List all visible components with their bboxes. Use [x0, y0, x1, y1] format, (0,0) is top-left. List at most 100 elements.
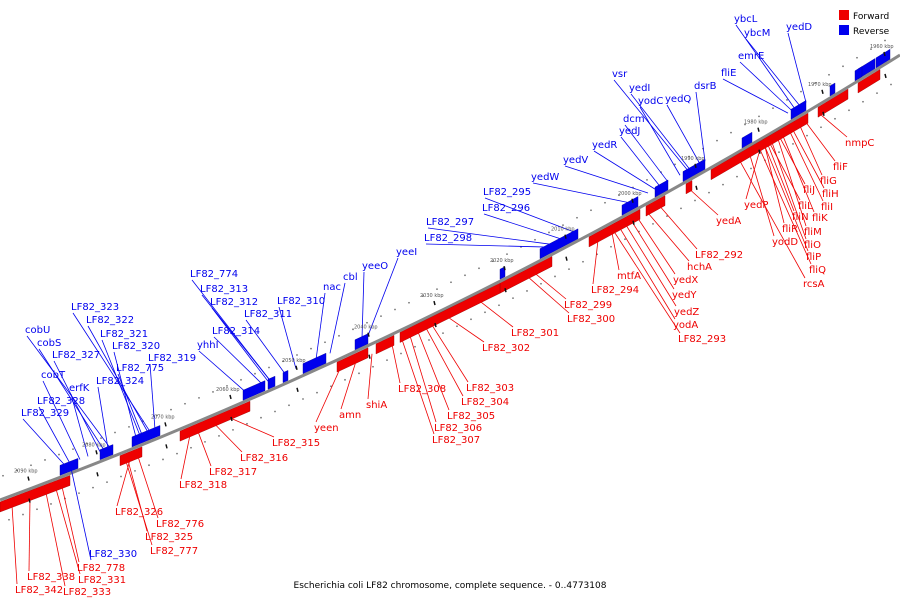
- gene-label: LF82_323: [71, 302, 119, 313]
- gene-label: vsr: [612, 69, 628, 80]
- gene-label: LF82_296: [482, 203, 530, 214]
- reverse-gene-block: [790, 100, 807, 120]
- gene-label: yedJ: [619, 126, 640, 137]
- gene-label: LF82_311: [244, 309, 292, 320]
- gene-label: yedA: [716, 216, 741, 227]
- legend: Forward Reverse: [839, 10, 890, 37]
- gene-label: LF82_776: [156, 519, 204, 530]
- gene-label: LF82_308: [398, 384, 446, 395]
- gene-label: yedZ: [674, 307, 699, 318]
- reverse-gene-block: [741, 131, 753, 149]
- gene-label: ybcM: [744, 28, 770, 39]
- gene-label: yedD: [786, 22, 812, 33]
- forward-gene-block: [119, 446, 143, 467]
- reverse-gene-block: [499, 266, 506, 280]
- gene-label: nmpC: [845, 138, 874, 149]
- gene-label: fliH: [822, 189, 839, 200]
- reverse-gene-block: [654, 179, 669, 198]
- gene-label: LF82_310: [277, 296, 325, 307]
- gene-label: cobT: [41, 370, 66, 381]
- gene-label: LF82_303: [466, 383, 514, 394]
- reverse-gene-block: [282, 370, 289, 383]
- gene-label: LF82_317: [209, 467, 257, 478]
- gene-label: yedV: [563, 155, 588, 166]
- reverse-gene-block: [131, 425, 161, 448]
- reverse-gene-block: [302, 352, 327, 374]
- gene-label: yeeI: [396, 247, 417, 258]
- gene-label: yedP: [744, 200, 768, 211]
- gene-label: LF82_777: [150, 546, 198, 557]
- gene-label: LF82_333: [63, 587, 111, 598]
- gene-label: LF82_301: [511, 328, 559, 339]
- gene-label: yodC: [638, 96, 663, 107]
- reverse-gene-block: [682, 158, 706, 182]
- gene-label: LF82_304: [461, 397, 509, 408]
- gene-label: yodA: [673, 320, 698, 331]
- gene-label: LF82_774: [190, 269, 238, 280]
- tick-label: 2090 kbp: [14, 469, 38, 475]
- reverse-gene-block: [242, 380, 266, 401]
- legend-forward-label: Forward: [853, 12, 889, 22]
- gene-label: LF82_329: [21, 408, 69, 419]
- gene-label: LF82_312: [210, 297, 258, 308]
- gene-label: mtfA: [617, 271, 641, 282]
- tick-label: 1960 kbp: [870, 44, 894, 50]
- forward-gene-block: [179, 400, 251, 442]
- gene-label: cobS: [37, 338, 61, 349]
- gene-label: yhhI: [197, 340, 219, 351]
- reverse-gene-block: [354, 333, 369, 351]
- forward-gene-block: [710, 112, 809, 181]
- gene-label: fliO: [804, 240, 821, 251]
- forward-gene-block: [399, 282, 501, 343]
- gene-label: LF82_314: [212, 326, 260, 337]
- tick-labels: 1960 kbp 1970 kbp 1980 kbp 1990 kbp 2000 kbp…: [14, 44, 894, 503]
- gene-label: LF82_318: [179, 480, 227, 491]
- forward-gene-block: [0, 475, 71, 513]
- gene-label: dsrB: [694, 81, 717, 92]
- gene-label: LF82_320: [112, 341, 160, 352]
- gene-label: fliR: [782, 224, 798, 235]
- gene-label: fliI: [821, 202, 833, 213]
- legend-reverse-label: Reverse: [853, 27, 890, 37]
- tick-label: 1990 kbp: [681, 156, 705, 162]
- gene-label: hchA: [687, 262, 712, 273]
- gene-label: LF82_299: [564, 300, 612, 311]
- gene-label: LF82_322: [86, 315, 134, 326]
- tick-label: 2000 kbp: [618, 191, 642, 197]
- gene-label: emrE: [738, 51, 764, 62]
- gene-label: LF82_305: [447, 411, 495, 422]
- gene-label: erfK: [69, 383, 90, 394]
- gene-label: LF82_295: [483, 187, 531, 198]
- forward-gene-block: [817, 88, 849, 118]
- gene-features: [0, 48, 891, 513]
- gene-label: fliL: [798, 201, 813, 212]
- gene-label: LF82_328: [37, 396, 85, 407]
- gene-label: fliF: [833, 162, 848, 173]
- gene-label: dcm: [623, 114, 645, 125]
- gene-label: LF82_775: [116, 363, 164, 374]
- tick-label: 2010 kbp: [551, 227, 575, 233]
- gene-label: LF82_300: [567, 314, 615, 325]
- gene-label: LF82_292: [695, 250, 743, 261]
- gene-label: LF82_324: [96, 376, 144, 387]
- forward-gene-block: [588, 209, 641, 248]
- gene-label: LF82_342: [15, 585, 63, 596]
- gene-label: LF82_325: [145, 532, 193, 543]
- tick-label: 1970 kbp: [808, 82, 832, 88]
- forward-gene-block: [336, 347, 369, 373]
- reverse-gene-block: [829, 82, 836, 97]
- gene-label: cobU: [25, 325, 50, 336]
- tick-label: 2060 kbp: [216, 387, 240, 393]
- gene-label: LF82_306: [434, 423, 482, 434]
- gene-label: rcsA: [803, 279, 825, 290]
- gene-label: LF82_327: [52, 350, 100, 361]
- reverse-gene-block: [875, 48, 891, 69]
- gene-label: LF82_321: [100, 329, 148, 340]
- gene-label: yeeO: [362, 261, 388, 272]
- gene-label: LF82_315: [272, 438, 320, 449]
- tick-label: 2080 kbp: [82, 442, 106, 448]
- gene-label: LF82_307: [432, 435, 480, 446]
- gene-label: ybcL: [734, 14, 758, 25]
- gene-label: LF82_302: [482, 343, 530, 354]
